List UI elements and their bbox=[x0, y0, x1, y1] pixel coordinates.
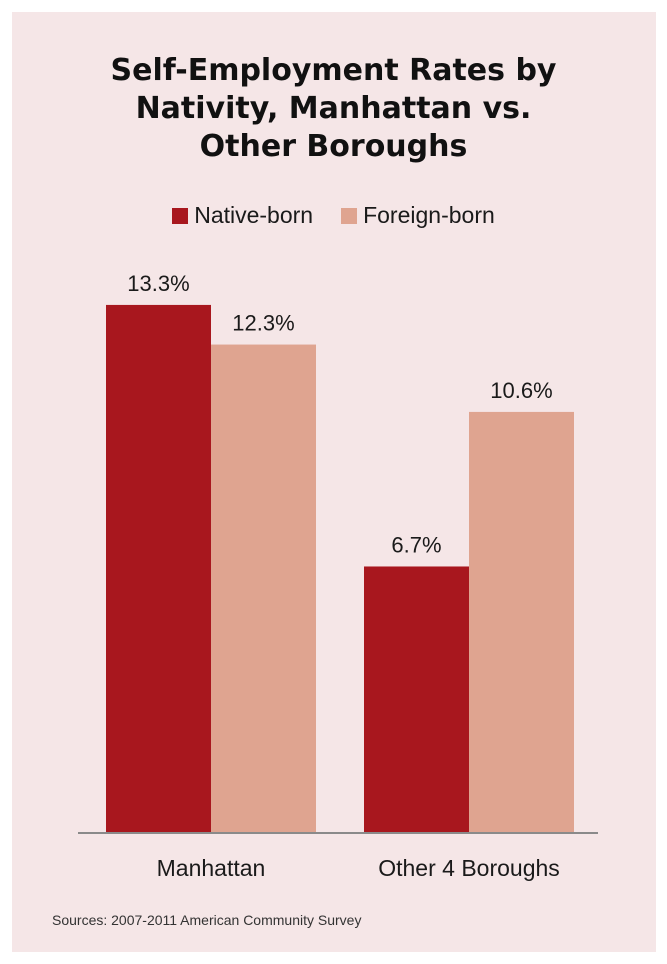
chart-title-line-3: Other Boroughs bbox=[199, 129, 468, 164]
chart-title-line-1: Self-Employment Rates by bbox=[110, 53, 557, 88]
bar-other-4-boroughs-foreign-born bbox=[469, 411, 574, 832]
chart-title-line-2: Nativity, Manhattan vs. bbox=[135, 91, 532, 126]
source-note: Sources: 2007-2011 American Community Su… bbox=[52, 912, 362, 928]
data-label-manhattan-native-born: 13.3% bbox=[127, 271, 189, 296]
legend-item-native-born: Native-born bbox=[172, 202, 313, 229]
legend-item-foreign-born: Foreign-born bbox=[341, 202, 495, 229]
legend-swatch-native-born bbox=[172, 207, 189, 224]
bar-manhattan-foreign-born bbox=[211, 344, 316, 832]
x-tick-label-other-4-boroughs: Other 4 Boroughs bbox=[378, 855, 560, 881]
data-label-other-4-boroughs-native-born: 6.7% bbox=[391, 532, 441, 557]
chart-legend: Native-born Foreign-born bbox=[0, 202, 667, 229]
x-tick-label-manhattan: Manhattan bbox=[157, 855, 266, 881]
legend-swatch-foreign-born bbox=[341, 207, 358, 224]
chart-title: Self-Employment Rates by Nativity, Manha… bbox=[0, 52, 667, 166]
bar-other-4-boroughs-native-born bbox=[364, 566, 469, 832]
data-label-manhattan-foreign-born: 12.3% bbox=[232, 311, 294, 336]
legend-label-foreign-born: Foreign-born bbox=[363, 202, 495, 228]
bar-manhattan-native-born bbox=[106, 304, 211, 833]
data-label-other-4-boroughs-foreign-born: 10.6% bbox=[490, 378, 552, 403]
legend-label-native-born: Native-born bbox=[194, 202, 314, 228]
